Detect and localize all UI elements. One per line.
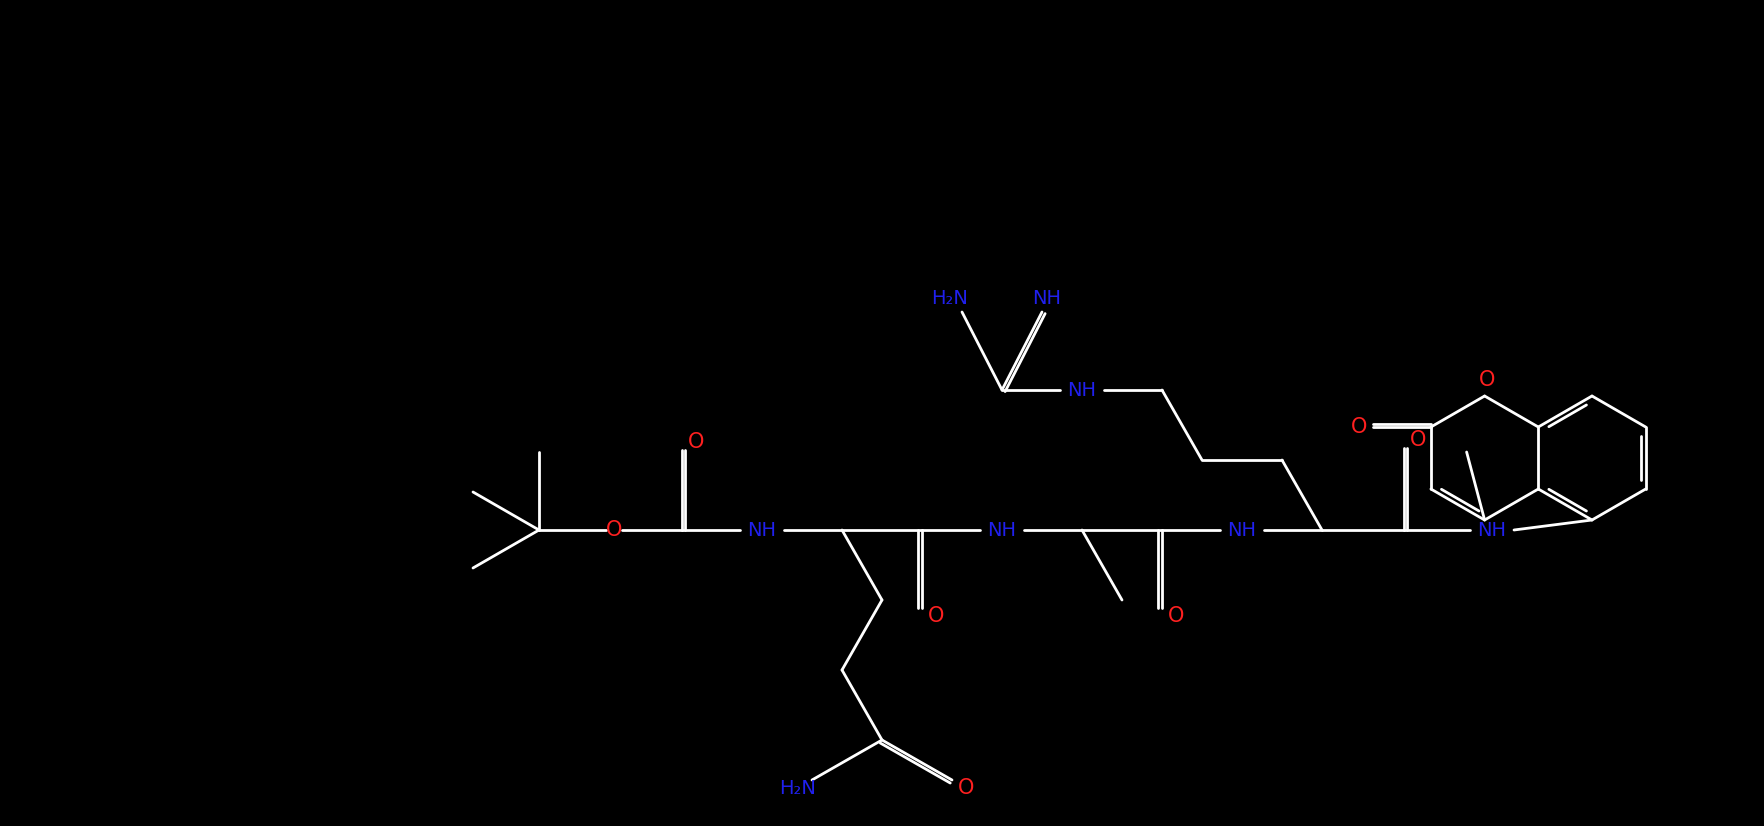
Text: O: O bbox=[958, 778, 974, 798]
Text: O: O bbox=[1168, 606, 1184, 626]
Text: O: O bbox=[1409, 430, 1425, 450]
Text: NH: NH bbox=[748, 520, 776, 539]
Text: NH: NH bbox=[1476, 520, 1506, 539]
Text: NH: NH bbox=[986, 520, 1016, 539]
Text: NH: NH bbox=[1032, 288, 1060, 307]
Text: O: O bbox=[928, 606, 944, 626]
Text: H₂N: H₂N bbox=[931, 288, 968, 307]
Text: O: O bbox=[1478, 370, 1494, 390]
Text: NH: NH bbox=[1226, 520, 1256, 539]
Text: O: O bbox=[1349, 417, 1367, 437]
Text: NH: NH bbox=[1067, 381, 1095, 400]
Text: O: O bbox=[605, 520, 623, 540]
Text: O: O bbox=[688, 432, 704, 452]
Text: H₂N: H₂N bbox=[780, 778, 817, 797]
